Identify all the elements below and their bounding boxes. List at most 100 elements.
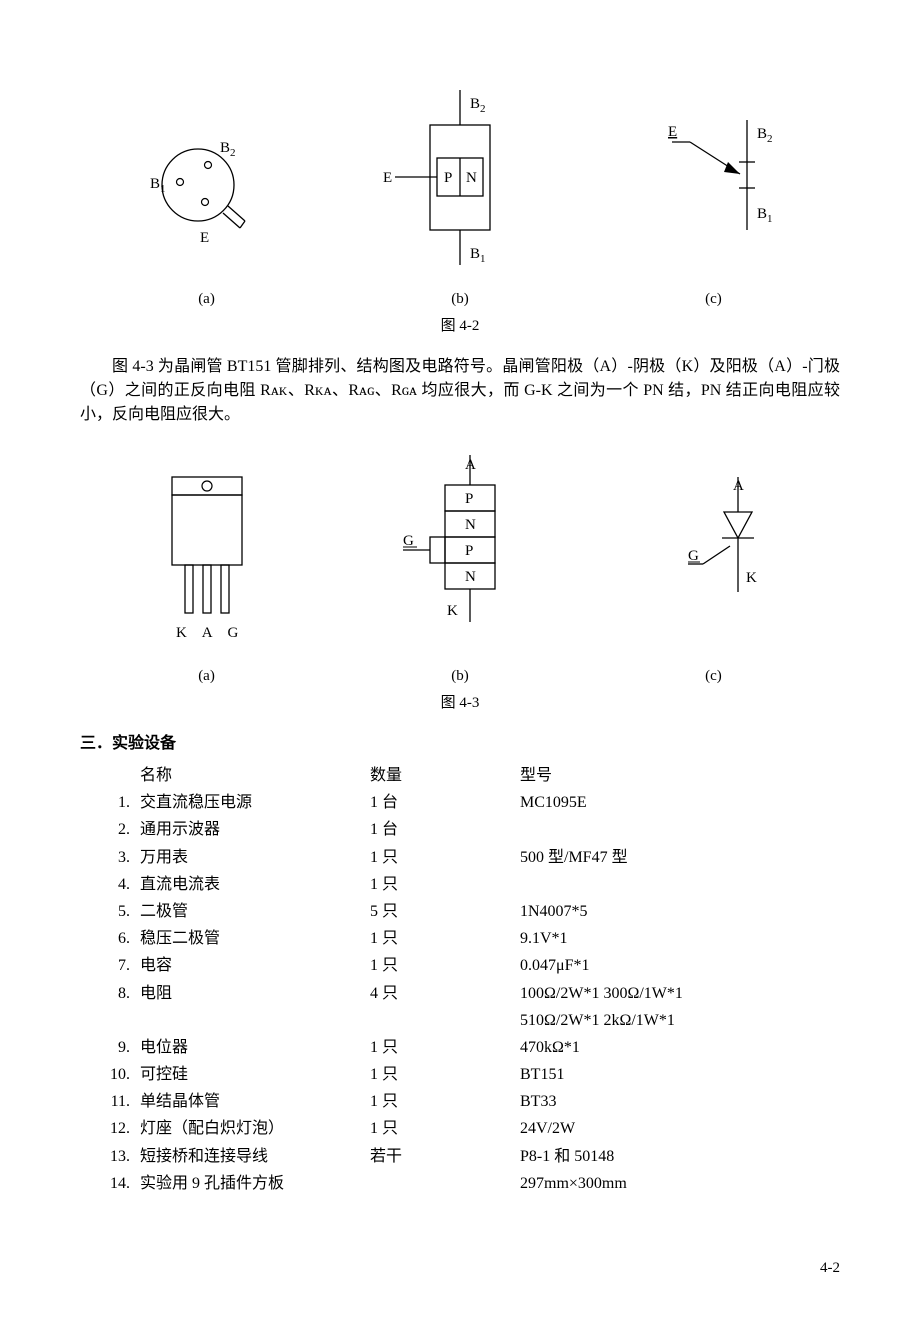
equipment-row: 6.稳压二极管1 只9.1V*1 <box>80 925 840 952</box>
row-qty: 1 台 <box>370 816 520 843</box>
fig43-a: K A G <box>132 452 272 652</box>
row-model: 510Ω/2W*1 2kΩ/1W*1 <box>520 1007 840 1034</box>
row-name: 灯座（配白炽灯泡） <box>140 1115 370 1142</box>
svg-text:2: 2 <box>230 147 236 159</box>
fig43-caption: 图 4-3 <box>80 692 840 715</box>
row-name: 稳压二极管 <box>140 925 370 952</box>
fig42-sublabels: (a) (b) (c) <box>80 288 840 311</box>
row-model: BT151 <box>520 1061 840 1088</box>
row-name: 电阻 <box>140 980 370 1007</box>
row-num: 4. <box>80 871 140 898</box>
row-name: 直流电流表 <box>140 871 370 898</box>
equipment-list: 1.交直流稳压电源1 台MC1095E2.通用示波器1 台3.万用表1 只500… <box>80 789 840 1197</box>
svg-text:1: 1 <box>767 213 773 225</box>
svg-text:2: 2 <box>767 133 773 145</box>
row-num: 5. <box>80 898 140 925</box>
row-num: 13. <box>80 1143 140 1170</box>
row-model: 1N4007*5 <box>520 898 840 925</box>
row-qty: 4 只 <box>370 980 520 1007</box>
svg-text:A: A <box>733 478 744 494</box>
equipment-row: 5.二极管5 只1N4007*5 <box>80 898 840 925</box>
fig42-sub-b: (b) <box>451 288 469 311</box>
row-num: 7. <box>80 952 140 979</box>
equipment-row: 10.可控硅1 只BT151 <box>80 1061 840 1088</box>
svg-text:A: A <box>465 457 476 473</box>
row-model: 100Ω/2W*1 300Ω/1W*1 <box>520 980 840 1007</box>
svg-text:1: 1 <box>480 253 486 265</box>
row-qty: 1 只 <box>370 1088 520 1115</box>
row-qty <box>370 1170 520 1197</box>
row-name: 二极管 <box>140 898 370 925</box>
svg-text:B: B <box>470 96 480 112</box>
fig43-sub-b: (b) <box>451 665 469 688</box>
svg-text:1: 1 <box>160 183 166 195</box>
row-model: 9.1V*1 <box>520 925 840 952</box>
figure-4-2-row: B2 B1 E B2 P N E B1 B2 B1 E <box>80 80 840 280</box>
row-qty: 1 只 <box>370 925 520 952</box>
row-qty: 1 只 <box>370 1034 520 1061</box>
row-num: 14. <box>80 1170 140 1197</box>
row-name: 单结晶体管 <box>140 1088 370 1115</box>
row-num: 3. <box>80 844 140 871</box>
row-name: 万用表 <box>140 844 370 871</box>
svg-text:B: B <box>470 246 480 262</box>
fig43-sub-a: (a) <box>198 665 215 688</box>
row-model: 470kΩ*1 <box>520 1034 840 1061</box>
fig43-sublabels: (a) (b) (c) <box>80 665 840 688</box>
equipment-row: 1.交直流稳压电源1 台MC1095E <box>80 789 840 816</box>
fig43-c: A G K <box>648 452 788 652</box>
header-model: 型号 <box>520 762 840 789</box>
equipment-row: 510Ω/2W*1 2kΩ/1W*1 <box>80 1007 840 1034</box>
header-qty: 数量 <box>370 762 520 789</box>
svg-text:P: P <box>465 543 473 559</box>
equipment-row: 3.万用表1 只500 型/MF47 型 <box>80 844 840 871</box>
equipment-row: 7.电容1 只0.047μF*1 <box>80 952 840 979</box>
row-num: 1. <box>80 789 140 816</box>
header-name: 名称 <box>140 762 370 789</box>
svg-text:2: 2 <box>480 103 486 115</box>
row-name: 可控硅 <box>140 1061 370 1088</box>
row-num: 10. <box>80 1061 140 1088</box>
equipment-row: 11.单结晶体管1 只BT33 <box>80 1088 840 1115</box>
svg-text:N: N <box>466 170 477 186</box>
equipment-header: . 名称 数量 型号 <box>80 762 840 789</box>
row-model: 24V/2W <box>520 1115 840 1142</box>
equipment-row: 2.通用示波器1 台 <box>80 816 840 843</box>
body-paragraph: 图 4-3 为晶闸管 BT151 管脚排列、结构图及电路符号。晶闸管阳极（A）-… <box>80 355 840 427</box>
figure-4-3-row: K A G A P N P N G K A <box>80 447 840 657</box>
fig43-sub-c: (c) <box>705 665 722 688</box>
svg-text:B: B <box>757 206 767 222</box>
page-number: 4-2 <box>80 1257 840 1280</box>
row-model <box>520 816 840 843</box>
row-qty: 1 只 <box>370 1115 520 1142</box>
fig42-caption: 图 4-2 <box>80 315 840 338</box>
row-model: BT33 <box>520 1088 840 1115</box>
fig42-sub-c: (c) <box>705 288 722 311</box>
svg-text:E: E <box>668 124 677 140</box>
row-num <box>80 1007 140 1034</box>
row-qty: 5 只 <box>370 898 520 925</box>
row-model <box>520 871 840 898</box>
row-qty: 1 只 <box>370 844 520 871</box>
equipment-row: 14.实验用 9 孔插件方板297mm×300mm <box>80 1170 840 1197</box>
row-num: 12. <box>80 1115 140 1142</box>
fig42-b: B2 P N E B1 <box>365 80 545 280</box>
equipment-row: 4.直流电流表1 只 <box>80 871 840 898</box>
row-qty <box>370 1007 520 1034</box>
svg-text:E: E <box>200 230 209 246</box>
section-title: 三．实验设备 <box>80 732 840 756</box>
row-qty: 1 只 <box>370 952 520 979</box>
svg-text:K: K <box>746 570 757 586</box>
row-num: 11. <box>80 1088 140 1115</box>
svg-text:K: K <box>447 603 458 619</box>
row-model: 500 型/MF47 型 <box>520 844 840 871</box>
row-num: 9. <box>80 1034 140 1061</box>
row-model: 0.047μF*1 <box>520 952 840 979</box>
row-model: MC1095E <box>520 789 840 816</box>
equipment-row: 8.电阻4 只100Ω/2W*1 300Ω/1W*1 <box>80 980 840 1007</box>
svg-text:N: N <box>465 569 476 585</box>
svg-text:B: B <box>220 140 230 156</box>
equipment-row: 12.灯座（配白炽灯泡）1 只24V/2W <box>80 1115 840 1142</box>
fig42-a: B2 B1 E <box>128 100 268 260</box>
svg-text:B: B <box>757 126 767 142</box>
